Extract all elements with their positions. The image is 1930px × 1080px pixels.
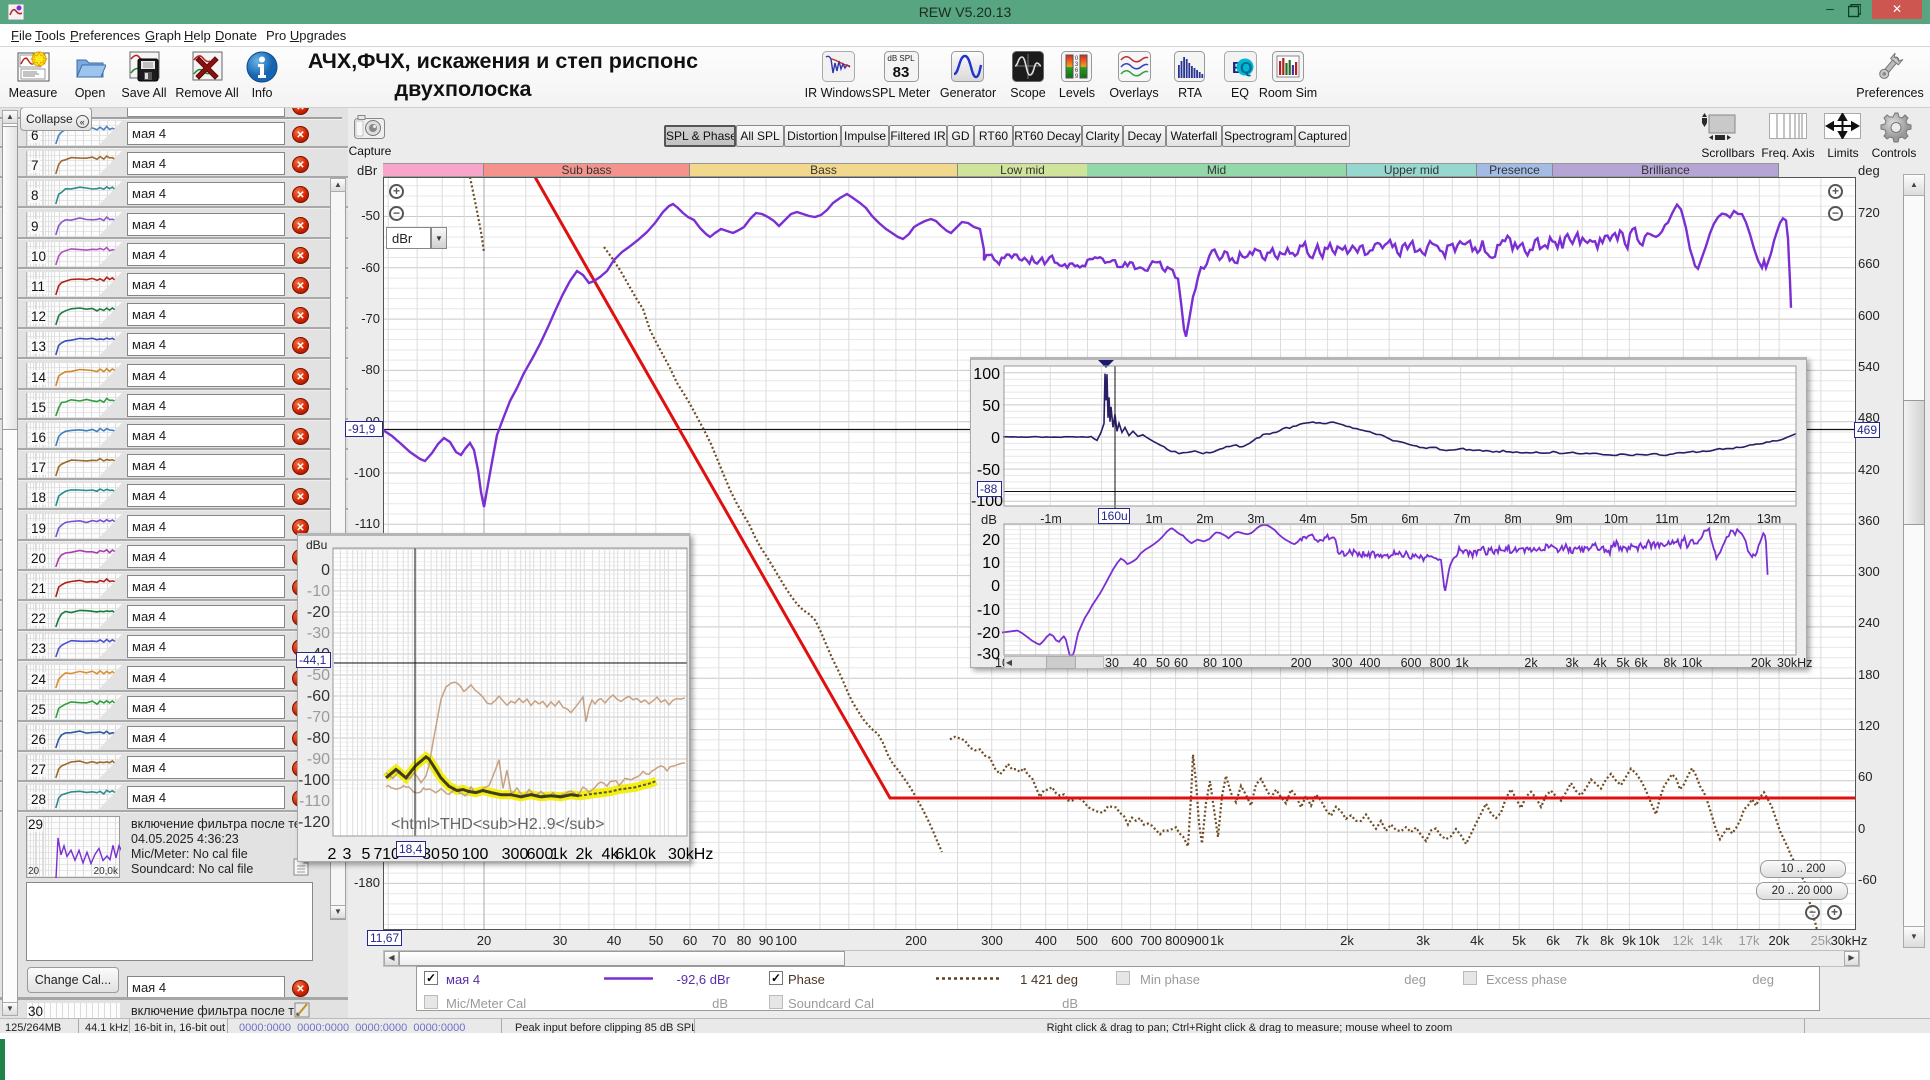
svg-text:6: 6 xyxy=(1075,68,1079,74)
svg-text:Q: Q xyxy=(1240,60,1252,77)
svg-text:83: 83 xyxy=(893,64,910,81)
svg-text:0: 0 xyxy=(1075,56,1079,62)
svg-text:9: 9 xyxy=(1075,74,1079,80)
svg-text:3: 3 xyxy=(1075,62,1079,68)
svg-text:dB SPL: dB SPL xyxy=(887,54,915,63)
